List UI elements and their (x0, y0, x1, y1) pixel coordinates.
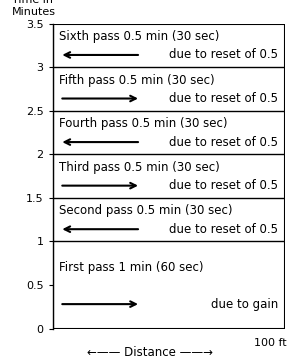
Text: due to reset of 0.5: due to reset of 0.5 (169, 135, 278, 148)
Text: due to reset of 0.5: due to reset of 0.5 (169, 179, 278, 192)
Text: 100 ft: 100 ft (254, 338, 286, 348)
Text: Fourth pass 0.5 min (30 sec): Fourth pass 0.5 min (30 sec) (59, 117, 228, 130)
Text: due to reset of 0.5: due to reset of 0.5 (169, 92, 278, 105)
Text: due to reset of 0.5: due to reset of 0.5 (169, 223, 278, 236)
Text: Second pass 0.5 min (30 sec): Second pass 0.5 min (30 sec) (59, 204, 233, 217)
Text: Fifth pass 0.5 min (30 sec): Fifth pass 0.5 min (30 sec) (59, 74, 215, 87)
Text: due to reset of 0.5: due to reset of 0.5 (169, 48, 278, 61)
Text: ←—— Distance ——→: ←—— Distance ——→ (87, 346, 213, 359)
Text: Third pass 0.5 min (30 sec): Third pass 0.5 min (30 sec) (59, 161, 220, 174)
Text: Sixth pass 0.5 min (30 sec): Sixth pass 0.5 min (30 sec) (59, 30, 220, 43)
Text: Time in
Minutes: Time in Minutes (12, 0, 56, 17)
Text: First pass 1 min (60 sec): First pass 1 min (60 sec) (59, 261, 204, 274)
Text: due to gain: due to gain (211, 298, 278, 311)
